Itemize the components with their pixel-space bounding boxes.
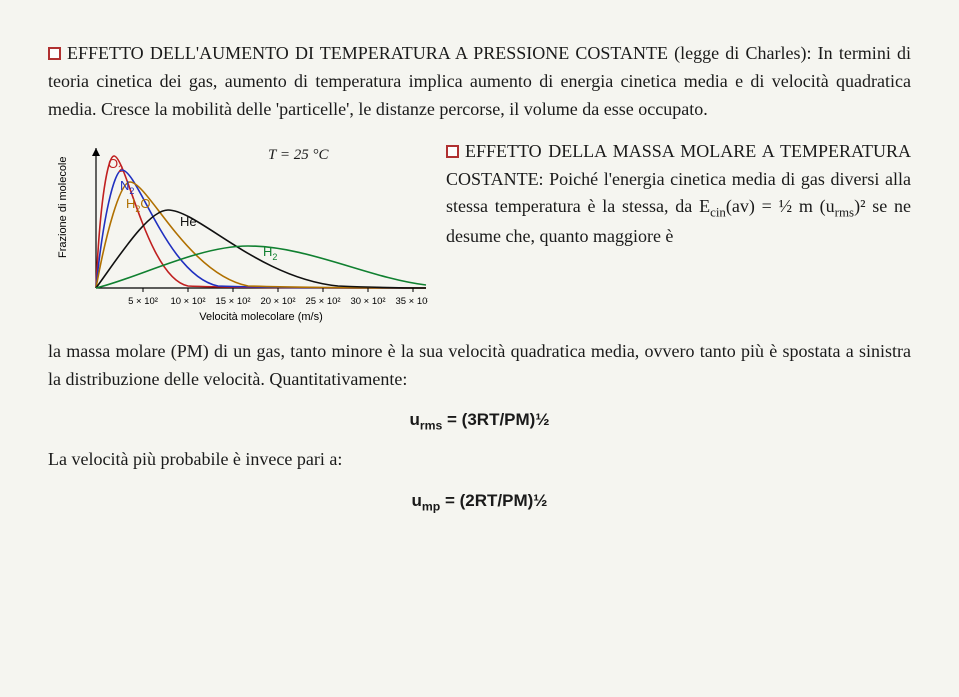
paragraph-1: EFFETTO DELL'AUMENTO DI TEMPERATURA A PR… [48,40,911,124]
right-sub2: rms [835,205,854,220]
svg-text:30 × 10²: 30 × 10² [350,296,385,307]
bullet-icon [446,145,459,158]
formula2-sub: mp [422,499,440,513]
svg-text:15 × 10²: 15 × 10² [215,296,250,307]
formula1-pre: u [409,410,419,429]
svg-text:Frazione di molecole: Frazione di molecole [57,156,69,258]
formula2-pre: u [412,491,422,510]
formula1-sub: rms [420,419,442,433]
svg-text:H2O: H2O [126,196,151,214]
svg-text:10 × 10²: 10 × 10² [170,296,205,307]
svg-text:5 × 10²: 5 × 10² [128,296,158,307]
svg-text:He: He [180,214,197,229]
svg-text:Velocità molecolare (m/s): Velocità molecolare (m/s) [199,311,323,323]
svg-text:35 × 10²: 35 × 10² [395,296,428,307]
line3-text: La velocità più probabile è invece pari … [48,449,342,469]
right-paragraph: EFFETTO DELLA MASSA MOLARE A TEMPERATURA… [446,138,911,251]
formula-ump: ump = (2RT/PM)½ [48,488,911,516]
right-sub1: cin [710,205,726,220]
maxwell-distribution-chart: T = 25 °C 5 × 10² 10 × 10² 15 × 10² 20 × 10… [48,138,428,338]
temperature-label: T = 25 °C [268,144,328,167]
right-mid: (av) = ½ m (u [726,196,835,216]
formula1-post: = (3RT/PM)½ [442,410,549,429]
svg-text:O2: O2 [108,156,123,174]
formula-urms: urms = (3RT/PM)½ [48,407,911,435]
line-3: La velocità più probabile è invece pari … [48,446,911,474]
after-row-paragraph: la massa molare (PM) di un gas, tanto mi… [48,338,911,394]
chart-svg: 5 × 10² 10 × 10² 15 × 10² 20 × 10² 25 × 10² 3… [48,138,428,338]
after-row-text: la massa molare (PM) di un gas, tanto mi… [48,341,911,389]
svg-text:20 × 10²: 20 × 10² [260,296,295,307]
bullet-icon [48,47,61,60]
svg-text:H2: H2 [263,244,277,262]
chart-text-row: T = 25 °C 5 × 10² 10 × 10² 15 × 10² 20 × 10… [48,138,911,338]
formula2-post: = (2RT/PM)½ [440,491,547,510]
svg-text:25 × 10²: 25 × 10² [305,296,340,307]
para1-text: EFFETTO DELL'AUMENTO DI TEMPERATURA A PR… [48,43,911,119]
